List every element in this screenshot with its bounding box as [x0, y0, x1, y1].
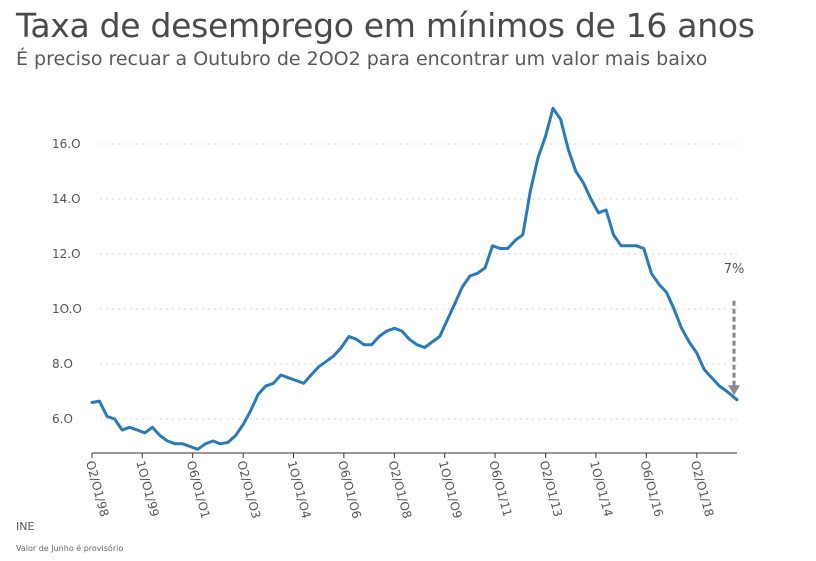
- y-axis-ticks: 6.O 8.O 1O.O 12.O 14.O 16.O: [52, 137, 82, 426]
- x-tick-label: O6/O1/16: [637, 459, 665, 518]
- annotation-label: 7%: [724, 262, 745, 277]
- y-tick-label: 1O.O: [52, 302, 82, 316]
- x-tick-label: O2/O1/13: [537, 459, 565, 518]
- y-tick-label: 8.O: [52, 357, 73, 371]
- x-tick-label: 1O/O1/O9: [436, 459, 465, 520]
- x-tick-label: O2/O1/O8: [385, 459, 414, 520]
- x-tick-label: O6/O1/O6: [335, 459, 364, 520]
- y-tick-label: 16.O: [52, 137, 81, 151]
- x-tick-label: O6/O1/11: [486, 459, 514, 518]
- source-label: INE: [16, 520, 35, 533]
- x-tick-label: O2/O1/18: [688, 459, 716, 518]
- x-tick-label: O2/O1/98: [83, 459, 111, 518]
- chart-title: Taxa de desemprego em mínimos de 16 anos: [16, 6, 755, 45]
- annotation: 7%: [724, 262, 745, 396]
- x-tick-label: O2/O1/O3: [234, 459, 263, 520]
- footnote: Valor de Junho é provisório: [16, 544, 124, 553]
- annotation-arrowhead: [728, 385, 740, 396]
- x-tick-label: 1O/O1/99: [133, 459, 161, 518]
- series-layer: [90, 106, 739, 451]
- y-tick-label: 6.O: [52, 412, 73, 426]
- y-tick-label: 12.O: [52, 247, 81, 261]
- chart-subtitle: É preciso recuar a Outubro de 2OO2 para …: [16, 48, 708, 70]
- x-tick-label: O6/O1/O1: [184, 459, 213, 520]
- x-tick-label: 1O/O1/O4: [285, 459, 314, 520]
- series-line: [90, 106, 739, 451]
- x-tick-label: 1O/O1/14: [587, 459, 615, 518]
- grid-lines: [100, 143, 737, 420]
- x-axis: O2/O1/98 1O/O1/99 O6/O1/O1 O2/O1/O3 1O/O1/O4…: [83, 452, 737, 520]
- y-tick-label: 14.O: [52, 192, 81, 206]
